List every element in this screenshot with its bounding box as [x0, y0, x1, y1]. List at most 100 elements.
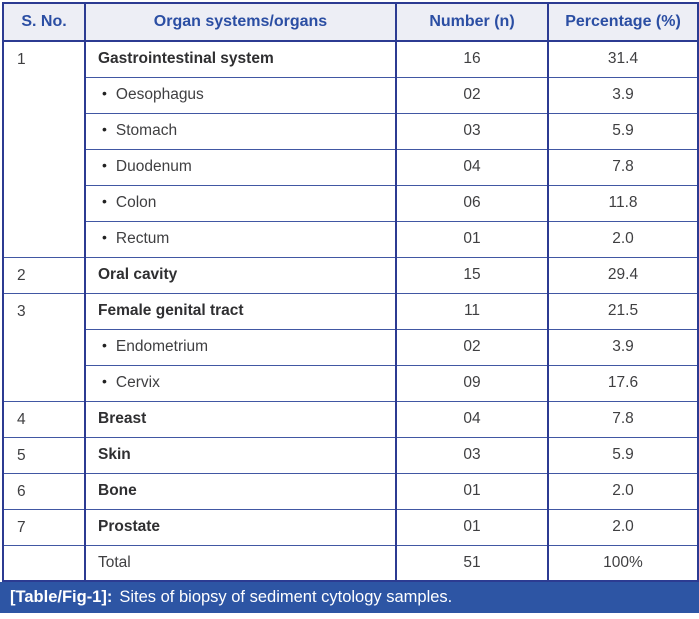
organ-cell: Prostate — [84, 508, 397, 546]
number-cell: 02 — [395, 76, 549, 114]
table-row: • Oesophagus 02 3.9 — [3, 76, 699, 114]
sno-cell: 3 — [2, 292, 86, 402]
table-row: • Cervix 09 17.6 — [3, 364, 699, 402]
percentage-cell: 17.6 — [547, 364, 699, 402]
percentage-cell: 7.8 — [547, 148, 699, 186]
organ-cell: Breast — [84, 400, 397, 438]
organ-cell: • Rectum — [84, 220, 397, 258]
bullet-icon: • — [102, 373, 107, 389]
organ-label: Rectum — [115, 230, 170, 247]
organ-label: Cervix — [115, 374, 160, 391]
table-row: 7 Prostate 01 2.0 — [2, 508, 699, 546]
table-row: 3 Female genital tract 11 21.5 — [2, 292, 699, 402]
percentage-cell: 31.4 — [547, 40, 699, 78]
number-cell: 06 — [395, 184, 549, 222]
organ-cell: • Duodenum — [84, 148, 397, 186]
sno-cell: 4 — [2, 400, 86, 438]
column-header: S. No. — [2, 2, 86, 42]
sno-cell: 2 — [2, 256, 86, 294]
number-cell: 04 — [395, 148, 549, 186]
organ-label: Colon — [115, 194, 157, 211]
sno-cell — [2, 544, 86, 582]
bullet-icon: • — [102, 121, 107, 137]
number-cell: 01 — [395, 220, 549, 258]
table-row: 2 Oral cavity 15 29.4 — [2, 256, 699, 294]
figure-caption: [Table/Fig-1]: Sites of biopsy of sedime… — [0, 582, 699, 613]
organ-cell: • Colon — [84, 184, 397, 222]
column-header: Percentage (%) — [547, 2, 699, 42]
organ-cell: Total — [84, 544, 397, 582]
organ-label: Breast — [98, 410, 147, 427]
percentage-cell: 29.4 — [547, 256, 699, 294]
percentage-cell: 100% — [547, 544, 699, 582]
organ-label: Duodenum — [115, 158, 192, 175]
sno-cell: 1 — [2, 40, 86, 258]
organ-label: Prostate — [98, 518, 161, 535]
percentage-cell: 5.9 — [547, 112, 699, 150]
bullet-icon: • — [102, 229, 107, 245]
number-cell: 03 — [395, 436, 549, 474]
column-header: Organ systems/organs — [84, 2, 397, 42]
percentage-cell: 2.0 — [547, 508, 699, 546]
figure-caption-text: Sites of biopsy of sediment cytology sam… — [119, 588, 453, 606]
table-row: • Stomach 03 5.9 — [3, 112, 699, 150]
number-cell: 04 — [395, 400, 549, 438]
percentage-cell: 21.5 — [547, 292, 699, 330]
percentage-cell: 2.0 — [547, 220, 699, 258]
table-header: S. No. Organ systems/organs Number (n) Perc… — [2, 2, 699, 42]
organ-label: Oesophagus — [115, 86, 204, 103]
percentage-cell: 2.0 — [547, 472, 699, 510]
sno-cell: 5 — [2, 436, 86, 474]
header-row: S. No. Organ systems/organs Number (n) Perc… — [2, 2, 699, 42]
number-cell: 01 — [395, 508, 549, 546]
table-body: 1 Gastrointestinal system 16 31.4 • Oesophagu… — [2, 40, 699, 582]
bullet-icon: • — [102, 157, 107, 173]
number-cell: 16 — [395, 40, 549, 78]
table-row: • Endometrium 02 3.9 — [3, 328, 699, 366]
organ-label: Stomach — [115, 122, 178, 139]
number-cell: 03 — [395, 112, 549, 150]
number-cell: 11 — [395, 292, 549, 330]
number-cell: 51 — [395, 544, 549, 582]
table-row: 4 Breast 04 7.8 — [2, 400, 699, 438]
table-row: • Colon 06 11.8 — [3, 184, 699, 222]
organ-cell: • Oesophagus — [84, 76, 397, 114]
table-row: • Rectum 01 2.0 — [3, 220, 699, 258]
organ-label: Gastrointestinal system — [98, 50, 274, 68]
column-header: Number (n) — [395, 2, 549, 42]
percentage-cell: 3.9 — [547, 328, 699, 366]
bullet-icon: • — [102, 337, 107, 353]
organ-cell: • Cervix — [84, 364, 397, 402]
data-table: S. No. Organ systems/organs Number (n) Perc… — [2, 2, 699, 582]
organ-cell: • Endometrium — [84, 328, 397, 366]
organ-label: Female genital tract — [98, 302, 244, 319]
table-row: 5 Skin 03 5.9 — [2, 436, 699, 474]
organ-label: Bone — [98, 482, 137, 499]
percentage-cell: 3.9 — [547, 76, 699, 114]
percentage-cell: 5.9 — [547, 436, 699, 474]
number-cell: 02 — [395, 328, 549, 366]
organ-label: Skin — [98, 446, 131, 463]
sno-cell: 7 — [2, 508, 86, 546]
organ-cell: Gastrointestinal system — [84, 40, 397, 78]
organ-cell: • Stomach — [84, 112, 397, 150]
bullet-icon: • — [102, 85, 107, 101]
number-cell: 01 — [395, 472, 549, 510]
table-row: 1 Gastrointestinal system 16 31.4 — [2, 40, 699, 258]
organ-cell: Oral cavity — [84, 256, 397, 294]
number-cell: 15 — [395, 256, 549, 294]
figure-caption-label: [Table/Fig-1]: — [10, 588, 113, 606]
table-row: • Duodenum 04 7.8 — [3, 148, 699, 186]
table-row: Total 51 100% — [2, 544, 699, 582]
bullet-icon: • — [102, 193, 107, 209]
organ-cell: Skin — [84, 436, 397, 474]
organ-cell: Bone — [84, 472, 397, 510]
organ-cell: Female genital tract — [84, 292, 397, 330]
organ-label: Oral cavity — [98, 266, 178, 283]
number-cell: 09 — [395, 364, 549, 402]
percentage-cell: 7.8 — [547, 400, 699, 438]
organ-label: Endometrium — [115, 338, 209, 355]
percentage-cell: 11.8 — [547, 184, 699, 222]
table-row: 6 Bone 01 2.0 — [2, 472, 699, 510]
